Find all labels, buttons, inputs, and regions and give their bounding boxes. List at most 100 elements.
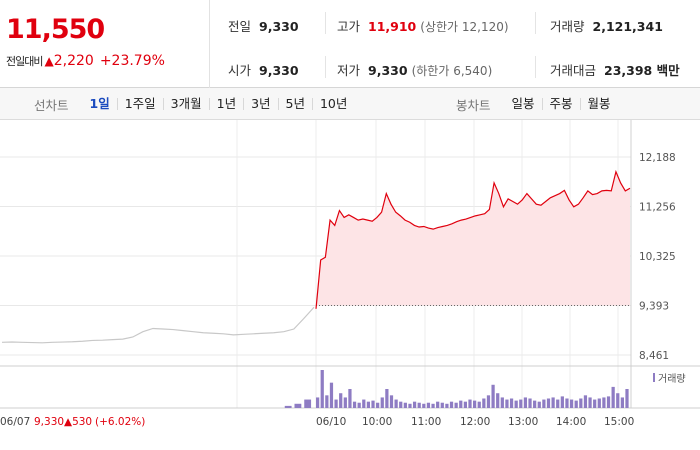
- volume-bar: [509, 398, 514, 408]
- volume-bar: [560, 396, 564, 408]
- volume-bar: [339, 393, 343, 408]
- volume-bar: [593, 399, 597, 408]
- volume-bar: [316, 397, 320, 408]
- stat-value: 23,398 백만: [604, 63, 680, 78]
- volume-bar: [334, 399, 338, 408]
- volume-bar: [579, 398, 583, 408]
- volume-bars: [284, 370, 629, 408]
- upper-limit-value: 12,120: [461, 20, 504, 34]
- volume-bar: [625, 389, 629, 408]
- prev-close-label: 9,330: [34, 416, 64, 428]
- stat-value: 9,330: [368, 63, 408, 78]
- volume-bar: [385, 389, 389, 408]
- prev-volume-bar: [294, 403, 302, 408]
- tab-1year[interactable]: 1년: [208, 97, 243, 110]
- up-triangle-icon: ▲: [44, 54, 54, 68]
- x-tick-label: 14:00: [556, 416, 586, 428]
- volume-bar: [408, 403, 412, 408]
- volume-bar: [376, 402, 380, 408]
- stat-low: 저가 9,330 (하한가 6,540): [337, 63, 493, 78]
- volume-bar: [574, 400, 578, 408]
- x-tick-label: 12:00: [460, 416, 490, 428]
- divider: [325, 56, 326, 78]
- price-change: 전일대비 ▲2,220 +23.79%: [6, 53, 165, 69]
- volume-legend-label: 거래량: [658, 373, 686, 385]
- volume-bar: [468, 399, 472, 408]
- volume-bar: [422, 403, 426, 408]
- tab-10year[interactable]: 10년: [311, 97, 354, 110]
- tab-daily-candle[interactable]: 일봉: [511, 96, 535, 111]
- price-lines: [1, 169, 631, 344]
- line-chart-tabs: 선차트 1일 1주일 3개월 1년 3년 5년 10년: [34, 88, 354, 120]
- volume-bar: [523, 397, 528, 408]
- tab-5year[interactable]: 5년: [277, 97, 312, 110]
- tab-3year[interactable]: 3년: [243, 97, 277, 110]
- prev-change-rate-label: (+6.02%): [95, 416, 145, 428]
- volume-bar: [362, 399, 366, 408]
- divider: [535, 12, 536, 34]
- stat-label: 고가: [337, 19, 361, 34]
- volume-bar: [616, 393, 620, 408]
- volume-bar: [463, 401, 467, 408]
- stat-value: 9,330: [259, 19, 299, 34]
- volume-bar: [399, 401, 403, 408]
- volume-bar: [380, 397, 384, 408]
- x-tick-label: 10:00: [362, 416, 392, 428]
- volume-bar: [588, 397, 592, 408]
- change-amount: 2,220: [53, 53, 94, 69]
- x-tick-label: 06/10: [316, 416, 346, 428]
- stat-label: 하한가: [416, 64, 450, 78]
- session-area: [316, 171, 630, 309]
- volume-bar: [403, 402, 407, 408]
- prev-volume-bar: [284, 405, 292, 408]
- volume-bar: [537, 401, 541, 408]
- stat-trade-value: 거래대금 23,398 백만: [550, 60, 680, 79]
- change-rate: +23.79%: [99, 53, 165, 69]
- volume-bar: [449, 401, 454, 408]
- tab-1week[interactable]: 1주일: [116, 97, 163, 110]
- y-tick-label: 11,256: [639, 202, 676, 214]
- volume-bar: [556, 399, 560, 408]
- tab-3month[interactable]: 3개월: [162, 97, 209, 110]
- volume-bar: [325, 395, 329, 408]
- y-tick-label: 8,461: [639, 350, 669, 362]
- volume-bar: [597, 398, 601, 408]
- line-chart-label: 선차트: [34, 97, 69, 113]
- prev-session-line: [1, 306, 315, 344]
- axis-labels: 12,188 11,256 10,325 9,393 8,461 거래량 06/07 9,33…: [0, 152, 686, 428]
- volume-bar: [436, 401, 440, 408]
- stat-open: 시가 9,330: [228, 60, 299, 79]
- volume-bar: [546, 398, 551, 408]
- price-chart-svg: 12,188 11,256 10,325 9,393 8,461 거래량 06/07 9,33…: [0, 120, 700, 428]
- volume-bar: [445, 403, 449, 408]
- volume-bar: [514, 400, 518, 408]
- volume-bar: [583, 395, 588, 408]
- prev-change-label: ▲530: [64, 416, 92, 428]
- stat-label: 저가: [337, 63, 361, 78]
- current-price: 11,550: [6, 14, 105, 45]
- volume-bar: [528, 398, 532, 408]
- volume-bar: [389, 395, 394, 408]
- volume-bar: [473, 400, 477, 408]
- volume-bar: [477, 401, 481, 408]
- lower-limit-value: 6,540: [453, 64, 488, 78]
- volume-bar: [500, 397, 504, 408]
- tab-1day[interactable]: 1일: [89, 96, 110, 111]
- stat-high: 고가 11,910 (상한가 12,120): [337, 19, 509, 34]
- chart-tabs: 선차트 1일 1주일 3개월 1년 3년 5년 10년 봉차트 일봉 주봉 월봉: [0, 88, 700, 120]
- volume-bar: [440, 402, 444, 408]
- volume-bar: [569, 399, 574, 408]
- volume-bar: [519, 399, 523, 408]
- stat-label: 거래량: [550, 19, 585, 34]
- volume-bar: [551, 397, 555, 408]
- volume-bar: [602, 397, 606, 408]
- prev-date-label: 06/07: [0, 416, 30, 428]
- y-tick-label: 10,325: [639, 251, 676, 263]
- volume-bar: [482, 398, 486, 408]
- volume-bar: [565, 398, 569, 408]
- tab-weekly-candle[interactable]: 주봉: [541, 97, 580, 110]
- stat-label: 전일: [228, 19, 252, 34]
- volume-bar: [394, 399, 398, 408]
- tab-monthly-candle[interactable]: 월봉: [579, 97, 618, 110]
- volume-bar: [426, 402, 431, 408]
